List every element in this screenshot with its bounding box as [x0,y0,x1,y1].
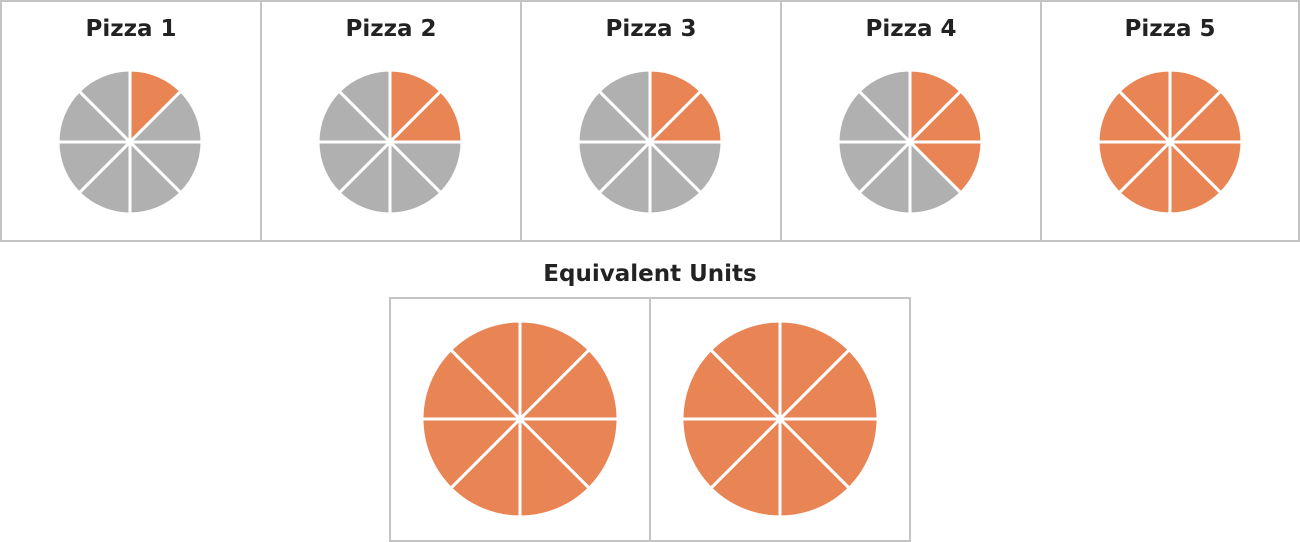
shaded-slice [420,417,524,491]
pizza-pie [1096,68,1244,216]
pizza-panel: Pizza 3 [520,0,782,242]
shaded-slice [776,417,880,491]
pizza-pie [56,68,204,216]
shaded-slice [708,319,782,423]
shaded-slice [448,319,522,423]
equivalent-pizza-panel [389,297,651,542]
pizza-title: Pizza 5 [1124,16,1216,42]
unshaded-slice [856,68,912,146]
shaded-slice [778,415,852,519]
shaded-slice [778,319,852,423]
shaded-slice [708,415,782,519]
shaded-slice [680,347,784,421]
pizza-title: Pizza 2 [345,16,437,42]
shaded-slice [516,417,620,491]
equivalent-units-title: Equivalent Units [543,261,757,287]
shaded-slice [776,347,880,421]
pizza-panel: Pizza 2 [260,0,522,242]
shaded-slice [518,415,592,519]
pizza-panel: Pizza 4 [780,0,1042,242]
unshaded-slice [336,68,392,146]
pizza-pie [576,68,724,216]
shaded-slice [518,319,592,423]
shaded-slice [448,415,522,519]
equivalent-pizza-panel [649,297,911,542]
shaded-slice [420,347,524,421]
pizza-panel: Pizza 5 [1040,0,1300,242]
pizza-title: Pizza 1 [85,16,177,42]
pizza-title: Pizza 3 [605,16,697,42]
pizza-pie [316,68,464,216]
shaded-slice [1116,68,1172,146]
pizza-panel: Pizza 1 [0,0,262,242]
unshaded-slice [76,68,132,146]
pizza-pie [420,319,620,519]
pizza-pie [836,68,984,216]
pizza-title: Pizza 4 [865,16,957,42]
shaded-slice [680,417,784,491]
shaded-slice [516,347,620,421]
pizza-pie [680,319,880,519]
unshaded-slice [596,68,652,146]
